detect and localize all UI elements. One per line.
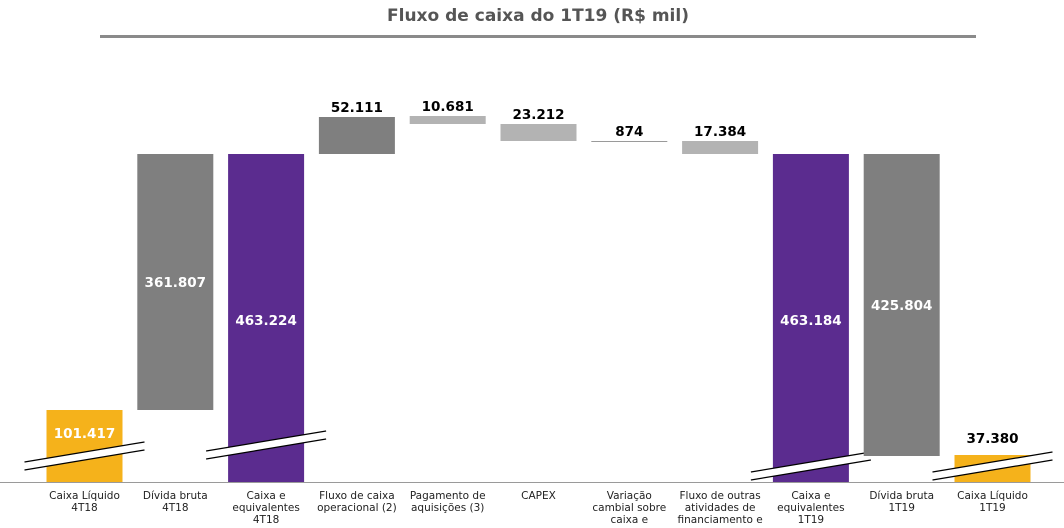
category-label: Fluxo de caixa [319, 490, 395, 502]
bar [500, 124, 577, 141]
axis-break [750, 451, 871, 481]
category-label: Caixa e [791, 490, 830, 502]
category-label: equivalentes [777, 502, 844, 514]
bar [591, 141, 668, 142]
category-label: Caixa Líquido [957, 490, 1028, 502]
data-label: 101.417 [54, 426, 116, 442]
category-label: Dívida bruta [869, 490, 934, 502]
bar [409, 116, 486, 124]
category-label: atividades de [685, 502, 756, 514]
axis-break [206, 430, 327, 460]
category-label: aquisições (3) [411, 502, 484, 514]
chart-title: Fluxo de caixa do 1T19 (R$ mil) [387, 6, 689, 26]
data-label: 425.804 [871, 298, 933, 314]
bar [863, 154, 940, 456]
title-rule [100, 35, 976, 38]
category-label: 4T18 [253, 514, 279, 526]
category-label: operacional (2) [317, 502, 397, 514]
data-label: 463.224 [235, 313, 297, 329]
category-label: Dívida bruta [143, 490, 208, 502]
category-label: 1T19 [979, 502, 1005, 514]
category-label: 1T19 [888, 502, 914, 514]
category-label: 4T18 [71, 502, 97, 514]
category-label: CAPEX [521, 490, 556, 502]
data-label: 37.380 [966, 431, 1018, 447]
category-label: equivalentes [232, 502, 299, 514]
bar [772, 154, 849, 482]
data-label: 10.681 [422, 99, 474, 115]
category-label: Variação [607, 490, 652, 502]
axis-break [932, 451, 1053, 481]
data-label: 52.111 [331, 100, 383, 116]
data-label: 874 [615, 124, 643, 140]
axis-break [24, 441, 145, 471]
bar [137, 154, 214, 410]
category-label: Pagamento de [410, 490, 486, 502]
category-label: Caixa e [247, 490, 286, 502]
category-label: 4T18 [162, 502, 188, 514]
bar [46, 410, 123, 482]
category-label: financiamento e [678, 514, 763, 526]
data-label: 17.384 [694, 124, 746, 140]
category-label: caixa e [611, 514, 649, 526]
data-label: 463.184 [780, 313, 842, 329]
category-label: cambial sobre [592, 502, 666, 514]
category-label: Fluxo de outras [680, 490, 761, 502]
category-label: Caixa Líquido [49, 490, 120, 502]
bar [228, 154, 305, 482]
data-label: 23.212 [512, 107, 564, 123]
data-label: 361.807 [145, 275, 207, 291]
category-label: 1T19 [798, 514, 824, 526]
bar [318, 117, 395, 154]
bar [682, 141, 759, 154]
